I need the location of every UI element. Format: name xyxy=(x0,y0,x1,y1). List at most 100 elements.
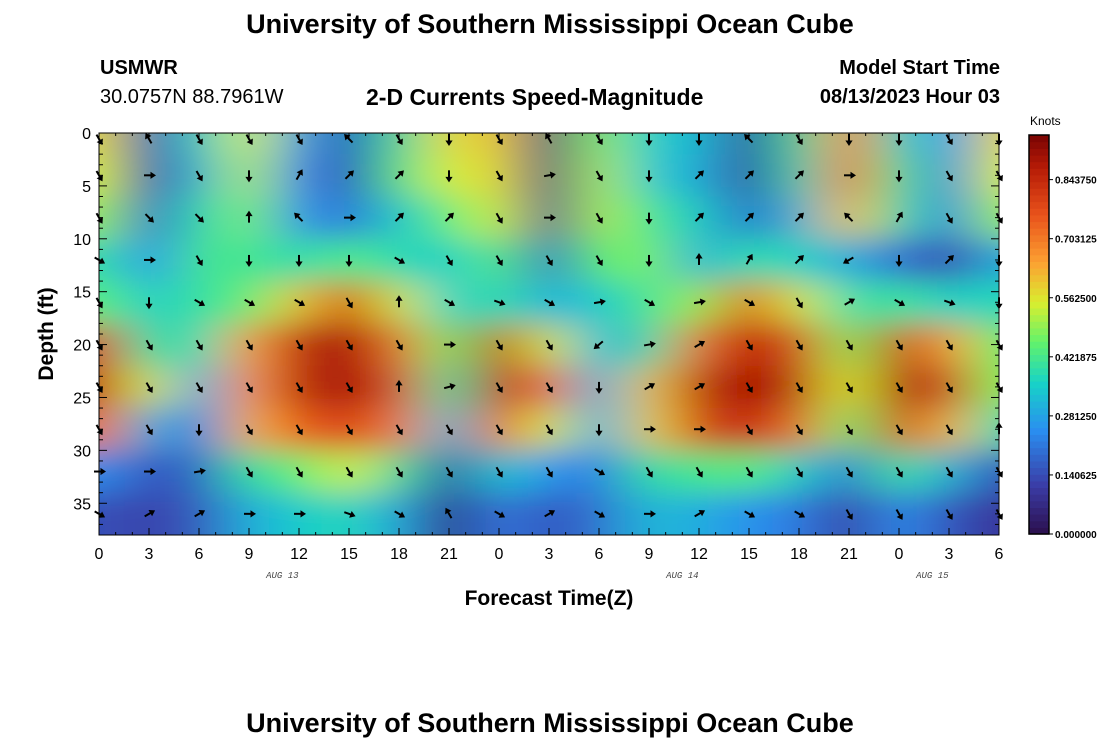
arrow-head xyxy=(496,344,503,351)
current-arrow xyxy=(944,254,954,265)
model-start-label: Model Start Time xyxy=(839,57,1000,79)
current-arrow xyxy=(394,256,406,264)
current-arrow xyxy=(295,382,303,393)
current-arrow xyxy=(195,339,203,351)
colorbar-band xyxy=(1029,148,1049,156)
current-arrow xyxy=(794,510,806,518)
current-arrow xyxy=(144,467,156,476)
colorbar-label: Knots xyxy=(1030,114,1061,128)
chart-title: University of Southern Mississippi Ocean… xyxy=(246,9,854,39)
arrow-head xyxy=(796,138,803,146)
y-tick-label: 35 xyxy=(73,496,91,513)
current-arrow xyxy=(495,339,503,351)
arrow-head xyxy=(396,344,403,351)
arrow-head xyxy=(445,507,452,515)
arrow-head xyxy=(446,259,453,267)
arrow-head xyxy=(946,386,953,393)
heatmap-cell xyxy=(99,154,125,198)
current-arrow xyxy=(245,424,253,436)
x-tick-label: 3 xyxy=(545,546,554,563)
current-arrow xyxy=(593,298,606,306)
arrow-head xyxy=(796,301,803,309)
arrow-head xyxy=(548,299,556,307)
current-arrow xyxy=(895,466,903,478)
current-arrow xyxy=(495,424,503,436)
current-arrow xyxy=(794,212,804,222)
arrow-head xyxy=(96,428,103,436)
arrow-head xyxy=(196,174,203,182)
colorbar-tick-label: 0.703125 xyxy=(1055,235,1097,246)
colorbar-band xyxy=(1029,467,1049,475)
current-arrow xyxy=(295,339,303,351)
arrow-head xyxy=(946,513,953,520)
current-arrow xyxy=(345,254,353,267)
current-arrow xyxy=(844,298,856,306)
arrow-head xyxy=(898,299,906,307)
arrow-head xyxy=(445,176,453,183)
heatmap-cell xyxy=(974,281,999,325)
axes: 0 3 6 9 12 15 18 21 0 3 6 9 12 15 18 21 0 3 6 AUG 13 AUG 14 A… xyxy=(35,126,1004,610)
arrow-head xyxy=(797,212,804,220)
arrow-head xyxy=(448,299,456,307)
arrow-head xyxy=(295,261,303,267)
arrow-head xyxy=(196,386,203,393)
x-tick-label: 18 xyxy=(390,546,408,563)
arrow-head xyxy=(296,169,303,176)
current-arrow xyxy=(144,213,154,223)
arrow-head xyxy=(245,176,253,183)
current-arrow xyxy=(795,466,803,478)
arrow-head xyxy=(550,214,556,222)
arrow-head xyxy=(245,261,253,267)
current-arrow xyxy=(344,214,356,222)
arrow-head xyxy=(96,174,103,182)
arrow-head xyxy=(346,301,353,309)
colorbar-band xyxy=(1029,208,1049,216)
current-arrow xyxy=(495,255,503,267)
arrow-head xyxy=(797,170,804,177)
current-arrow xyxy=(245,339,253,351)
arrow-head xyxy=(695,140,703,146)
arrow-head xyxy=(98,511,106,518)
current-arrow xyxy=(544,298,556,307)
arrow-head xyxy=(296,138,303,146)
current-arrow xyxy=(645,254,653,267)
arrow-head xyxy=(947,254,954,262)
arrow-head xyxy=(100,467,106,476)
arrow-head xyxy=(146,344,153,351)
arrow-head xyxy=(946,471,953,478)
arrow-head xyxy=(449,383,456,390)
current-arrow xyxy=(245,170,253,183)
x-tick-label: 12 xyxy=(690,546,708,563)
arrow-head xyxy=(949,299,956,307)
arrow-head xyxy=(895,261,903,267)
arrow-head xyxy=(150,256,156,264)
current-arrow xyxy=(445,170,453,183)
arrow-head xyxy=(842,257,850,264)
colorbar-band xyxy=(1029,314,1049,322)
current-arrow xyxy=(794,170,804,180)
current-arrow xyxy=(545,424,553,436)
current-arrow xyxy=(394,212,404,222)
arrow-head xyxy=(649,340,656,348)
heatmap-cell xyxy=(974,365,999,410)
x-tick-label: 6 xyxy=(195,546,204,563)
current-arrow xyxy=(644,298,656,307)
arrow-head xyxy=(946,174,953,182)
colorbar-band xyxy=(1029,228,1049,236)
colorbar-band xyxy=(1029,374,1049,382)
current-arrow xyxy=(595,255,603,267)
current-arrow xyxy=(444,212,454,222)
arrow-head xyxy=(996,344,1003,351)
colorbar-band xyxy=(1029,361,1049,369)
current-arrow xyxy=(895,254,903,267)
arrow-head xyxy=(346,428,353,436)
colorbar-band xyxy=(1029,474,1049,482)
arrow-head xyxy=(296,471,303,478)
x-tick-label: 9 xyxy=(645,546,654,563)
current-arrow xyxy=(695,252,703,265)
heatmap-cell xyxy=(974,408,999,452)
arrow-head xyxy=(699,298,706,306)
current-arrow xyxy=(443,383,456,390)
arrow-head xyxy=(697,170,704,177)
heatmap-cell xyxy=(99,133,125,156)
